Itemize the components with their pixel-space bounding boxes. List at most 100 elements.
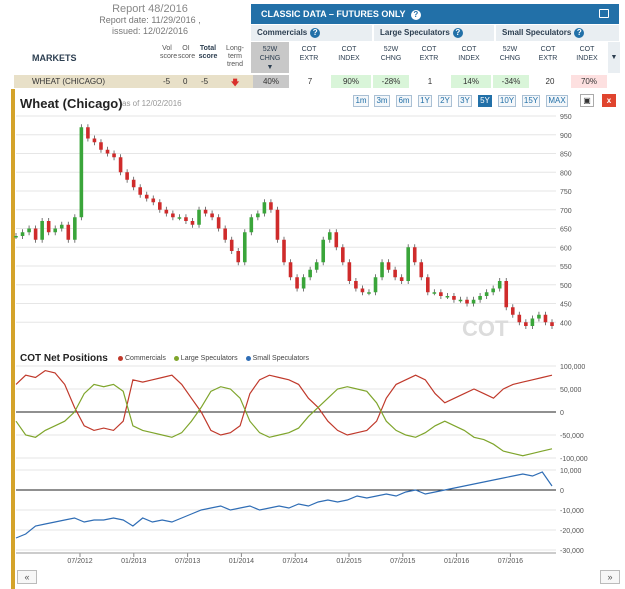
- candle-body: [543, 314, 548, 323]
- cell-large-52w: -28%: [373, 75, 409, 88]
- candle-body: [282, 239, 286, 263]
- commercials-line: [15, 369, 553, 436]
- range-5y[interactable]: 5Y: [478, 95, 492, 107]
- report-title: Report 48/2016: [112, 3, 188, 15]
- close-icon[interactable]: x: [602, 94, 616, 107]
- candle-body: [373, 277, 378, 293]
- y-tick-label: 950: [560, 114, 572, 121]
- report-date: Report date: 11/29/2016 ,: [99, 15, 201, 25]
- report-info: Report 48/2016 Report date: 11/29/2016 ,…: [60, 4, 240, 37]
- legend-large-speculators[interactable]: Large Speculators: [180, 355, 238, 362]
- y-tick-label: 0: [560, 488, 564, 495]
- total-score: -5: [201, 77, 209, 86]
- candle-body: [112, 153, 116, 158]
- candle-body: [314, 262, 319, 270]
- candle-body: [524, 322, 528, 326]
- candle-body: [465, 299, 469, 304]
- candle-body: [86, 127, 90, 139]
- candle-body: [327, 232, 332, 240]
- y-tick-label: -100,000: [560, 456, 588, 463]
- x-tick-label: 01/2013: [121, 558, 146, 565]
- legend-commercials[interactable]: Commercials: [125, 355, 166, 362]
- y-tick-label: -10,000: [560, 508, 584, 515]
- candle-body: [269, 202, 273, 210]
- sort-52w-chng-large[interactable]: 52W CHNG: [380, 46, 402, 62]
- x-axis: 07/2012 01/2013 07/2013 01/2014 07/2014 01/20…: [16, 552, 556, 565]
- range-2y[interactable]: 2Y: [438, 95, 452, 107]
- sort-cot-index-large[interactable]: COT INDEX: [458, 46, 480, 62]
- candle-body: [354, 281, 358, 289]
- print-icon[interactable]: [599, 9, 609, 18]
- help-icon[interactable]: ?: [310, 28, 321, 38]
- dropdown-toggle[interactable]: ▼: [608, 42, 620, 73]
- candle-body: [216, 217, 221, 229]
- x-tick-label: 07/2013: [175, 558, 200, 565]
- sort-52w-chng-commercials[interactable]: 52W CHNG ▼: [259, 46, 281, 71]
- candle-body: [491, 288, 495, 293]
- sort-cot-index-small[interactable]: COT INDEX: [576, 46, 598, 62]
- candle-body: [118, 157, 123, 173]
- range-3y[interactable]: 3Y: [458, 95, 472, 107]
- y-tick-label: 50,000: [560, 387, 582, 394]
- arrow-down-icon: 🡇: [231, 78, 240, 87]
- candle-body: [171, 213, 175, 218]
- candle-body: [399, 277, 404, 281]
- classic-data-header: CLASSIC DATA – FUTURES ONLY ?: [251, 4, 619, 24]
- cell-large-extr: 1: [427, 77, 433, 86]
- y-tick-label: -50,000: [560, 433, 584, 440]
- candle-body: [504, 281, 509, 308]
- x-tick-label: 07/2016: [498, 558, 523, 565]
- candle-body: [308, 269, 312, 278]
- y-tick-label: 650: [560, 227, 572, 234]
- group-large-speculators: Large Speculators?: [374, 25, 494, 41]
- price-chart: 400 450 500 550 600 650 700 750 800 850 900 950: [14, 114, 572, 329]
- camera-icon[interactable]: ▣: [580, 94, 594, 107]
- market-row[interactable]: WHEAT (CHICAGO) -5 0 -5 🡇: [14, 75, 253, 88]
- candle-body: [79, 127, 84, 218]
- range-15y[interactable]: 15Y: [522, 95, 540, 107]
- help-icon[interactable]: ?: [410, 10, 421, 20]
- sort-cot-extr-commercials[interactable]: COT EXTR: [299, 46, 319, 62]
- candle-body: [177, 217, 182, 219]
- as-of-date: as of 12/02/2016: [122, 99, 182, 108]
- large-speculators-line: [15, 383, 553, 457]
- cell-small-extr: 20: [545, 77, 555, 86]
- candle-body: [445, 296, 450, 298]
- candle-body: [144, 194, 149, 199]
- candle-body: [256, 213, 260, 218]
- vol-score-header: Vol score: [160, 45, 178, 60]
- help-icon[interactable]: ?: [574, 28, 585, 38]
- y-tick-label: 900: [560, 133, 572, 140]
- oi-score-header: OI score: [178, 45, 196, 60]
- candle-body: [295, 277, 299, 289]
- candle-body: [158, 202, 162, 210]
- x-tick-label: 01/2014: [229, 558, 254, 565]
- nav-prev-button[interactable]: «: [17, 570, 37, 584]
- legend-dot-large: [173, 355, 179, 361]
- selection-bar: [11, 89, 15, 589]
- help-icon[interactable]: ?: [452, 28, 463, 38]
- range-3m[interactable]: 3m: [374, 95, 390, 107]
- sort-cot-extr-small[interactable]: COT EXTR: [538, 46, 558, 62]
- range-6m[interactable]: 6m: [396, 95, 412, 107]
- sort-cot-extr-large[interactable]: COT EXTR: [419, 46, 439, 62]
- range-max[interactable]: MAX: [546, 95, 568, 107]
- chart-title: Wheat (Chicago): [20, 96, 123, 111]
- sort-52w-chng-small[interactable]: 52W CHNG: [499, 46, 521, 62]
- sort-cot-index-commercials[interactable]: COT INDEX: [338, 46, 360, 62]
- range-1y[interactable]: 1Y: [418, 95, 432, 107]
- candle-body: [53, 228, 58, 233]
- candle-body: [406, 247, 410, 281]
- candle-body: [517, 314, 522, 323]
- cell-comm-extr: 7: [307, 77, 313, 86]
- range-1m[interactable]: 1m: [353, 95, 369, 107]
- legend-small-speculators[interactable]: Small Speculators: [252, 355, 309, 362]
- market-name: WHEAT (CHICAGO): [32, 77, 106, 86]
- range-10y[interactable]: 10Y: [498, 95, 516, 107]
- nav-next-button[interactable]: »: [600, 570, 620, 584]
- candle-body: [380, 262, 384, 278]
- candle-body: [452, 296, 456, 300]
- candle-body: [184, 217, 188, 221]
- candle-body: [73, 217, 77, 240]
